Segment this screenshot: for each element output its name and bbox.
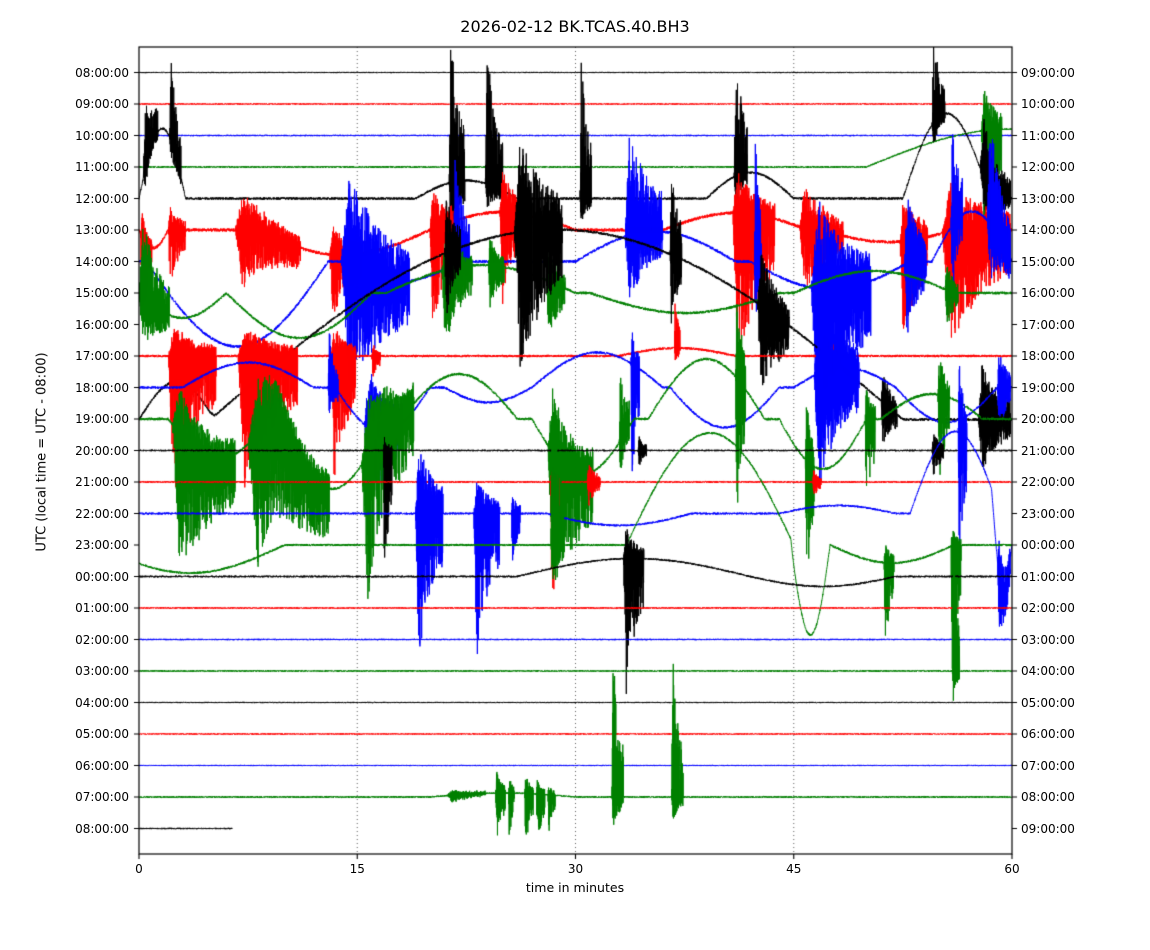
end-time-tick-label: 05:00:00 bbox=[1021, 695, 1075, 710]
end-time-tick-label: 04:00:00 bbox=[1021, 664, 1075, 678]
end-time-tick-label: 06:00:00 bbox=[1021, 727, 1075, 741]
end-time-tick-label: 03:00:00 bbox=[1021, 632, 1075, 647]
utc-tick-label: 01:00:00 bbox=[75, 601, 129, 615]
end-time-tick-label: 07:00:00 bbox=[1021, 758, 1075, 773]
utc-tick-label: 09:00:00 bbox=[75, 97, 129, 111]
utc-tick-label: 17:00:00 bbox=[75, 349, 129, 363]
utc-tick-label: 19:00:00 bbox=[75, 412, 129, 426]
utc-tick-label: 08:00:00 bbox=[75, 821, 129, 836]
utc-tick-label: 11:00:00 bbox=[75, 160, 129, 174]
utc-tick-label: 23:00:00 bbox=[75, 538, 129, 552]
plot-title: 2026-02-12 BK.TCAS.40.BH3 bbox=[460, 17, 690, 36]
x-axis-label: time in minutes bbox=[525, 880, 625, 895]
utc-tick-label: 12:00:00 bbox=[75, 191, 129, 206]
end-time-tick-label: 13:00:00 bbox=[1021, 191, 1075, 206]
end-time-tick-label: 10:00:00 bbox=[1021, 97, 1075, 111]
utc-tick-label: 22:00:00 bbox=[75, 506, 129, 521]
end-time-tick-label: 12:00:00 bbox=[1021, 160, 1075, 174]
end-time-tick-label: 21:00:00 bbox=[1021, 443, 1075, 458]
end-time-tick-label: 22:00:00 bbox=[1021, 475, 1075, 489]
end-time-tick-label: 01:00:00 bbox=[1021, 569, 1075, 584]
end-time-tick-label: 11:00:00 bbox=[1021, 128, 1075, 143]
utc-tick-label: 08:00:00 bbox=[75, 65, 129, 80]
end-time-tick-label: 16:00:00 bbox=[1021, 286, 1075, 300]
x-tick-label: 60 bbox=[1004, 862, 1020, 876]
end-time-tick-label: 17:00:00 bbox=[1021, 317, 1075, 332]
utc-tick-label: 10:00:00 bbox=[75, 128, 129, 143]
end-time-tick-label: 18:00:00 bbox=[1021, 349, 1075, 363]
x-tick-label: 15 bbox=[349, 862, 365, 876]
end-time-tick-label: 14:00:00 bbox=[1021, 223, 1075, 237]
utc-tick-label: 18:00:00 bbox=[75, 380, 129, 395]
utc-tick-label: 03:00:00 bbox=[75, 664, 129, 678]
end-time-tick-label: 00:00:00 bbox=[1021, 538, 1075, 552]
utc-tick-label: 04:00:00 bbox=[75, 695, 129, 710]
utc-tick-label: 13:00:00 bbox=[75, 223, 129, 237]
utc-tick-label: 05:00:00 bbox=[75, 727, 129, 741]
utc-tick-label: 16:00:00 bbox=[75, 317, 129, 332]
utc-tick-label: 15:00:00 bbox=[75, 286, 129, 300]
end-time-tick-label: 20:00:00 bbox=[1021, 412, 1075, 426]
end-time-tick-label: 09:00:00 bbox=[1021, 821, 1075, 836]
end-time-tick-label: 08:00:00 bbox=[1021, 790, 1075, 804]
end-time-tick-label: 23:00:00 bbox=[1021, 506, 1075, 521]
x-tick-label: 30 bbox=[567, 862, 584, 876]
utc-tick-label: 00:00:00 bbox=[75, 569, 129, 584]
utc-tick-label: 20:00:00 bbox=[75, 443, 129, 458]
end-time-tick-label: 15:00:00 bbox=[1021, 254, 1075, 269]
utc-tick-label: 02:00:00 bbox=[75, 632, 129, 647]
end-time-tick-label: 09:00:00 bbox=[1021, 65, 1075, 80]
utc-tick-label: 14:00:00 bbox=[75, 254, 129, 269]
x-tick-label: 0 bbox=[135, 862, 143, 876]
utc-tick-label: 07:00:00 bbox=[75, 790, 129, 804]
x-tick-label: 45 bbox=[786, 862, 802, 876]
end-time-tick-label: 19:00:00 bbox=[1021, 380, 1075, 395]
end-time-tick-label: 02:00:00 bbox=[1021, 601, 1075, 615]
utc-tick-label: 21:00:00 bbox=[75, 475, 129, 489]
utc-tick-label: 06:00:00 bbox=[75, 758, 129, 773]
